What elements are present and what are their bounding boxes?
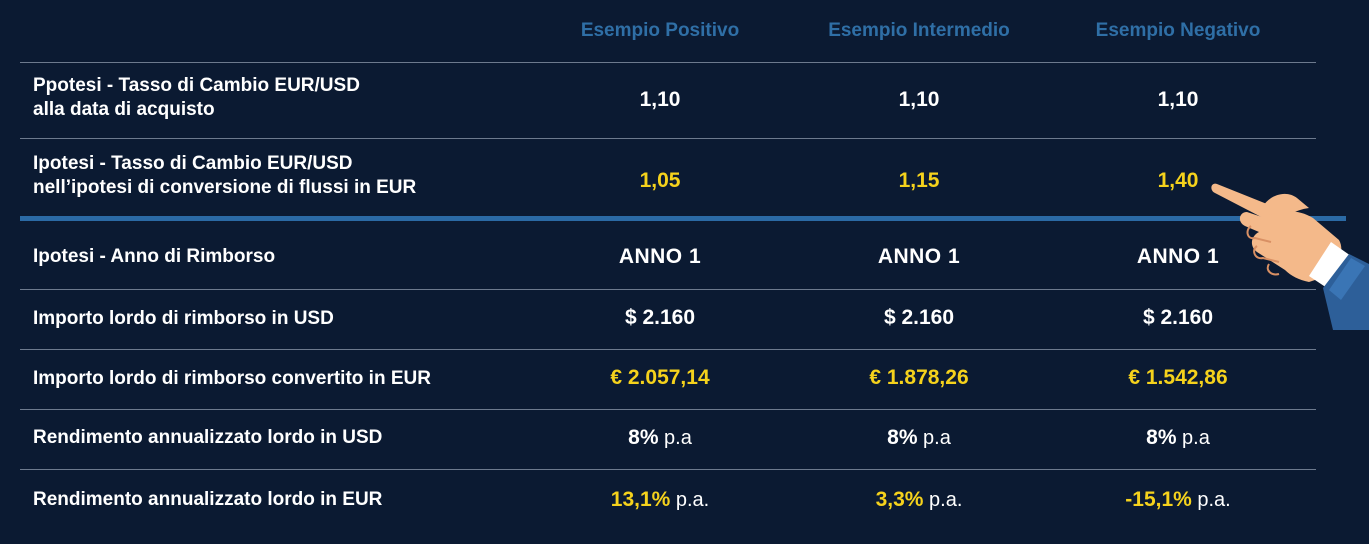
column-header-intermedio: Esempio Intermedio: [828, 20, 1010, 41]
cell-intermedio: 8% p.a: [789, 426, 1049, 450]
cell-positivo: € 2.057,14: [610, 366, 710, 389]
row-separator: [20, 289, 1316, 290]
value-main: 8%: [1146, 426, 1177, 449]
row-label: Importo lordo di rimborso convertito in …: [33, 368, 431, 389]
value-unit: p.a.: [923, 489, 963, 511]
cell-positivo: 8% p.a: [530, 426, 790, 450]
table-row: Ipotesi - Anno di Rimborso ANNO 1 ANNO 1…: [0, 221, 1369, 289]
cell-intermedio: ANNO 1: [877, 245, 961, 268]
table-header: Esempio Positivo Esempio Intermedio Esem…: [0, 0, 1369, 62]
table-row: Ppotesi - Tasso di Cambio EUR/USD alla d…: [0, 62, 1369, 138]
cell-negativo: 8% p.a: [1048, 426, 1308, 450]
cell-positivo: 1,05: [639, 169, 681, 192]
row-label-line1: Ppotesi - Tasso di Cambio EUR/USD: [33, 75, 360, 96]
cell-intermedio: 1,10: [898, 88, 940, 111]
cell-negativo: ANNO 1: [1136, 245, 1220, 268]
table-row: Rendimento annualizzato lordo in EUR 13,…: [0, 469, 1369, 531]
cell-positivo: 13,1% p.a.: [530, 488, 790, 512]
cell-positivo: $ 2.160: [624, 306, 696, 329]
row-label: Importo lordo di rimborso in USD: [33, 308, 334, 329]
table-row: Importo lordo di rimborso in USD $ 2.160…: [0, 289, 1369, 349]
value-unit: p.a: [658, 427, 692, 449]
value-main: 3,3%: [875, 488, 924, 511]
value-unit: p.a.: [670, 489, 710, 511]
row-separator: [20, 138, 1316, 139]
cell-negativo: $ 2.160: [1142, 306, 1214, 329]
pointing-hand-icon: [1211, 183, 1369, 330]
cell-negativo: 1,10: [1157, 88, 1199, 111]
row-label: Ipotesi - Anno di Rimborso: [33, 246, 276, 267]
value-unit: p.a.: [1191, 489, 1231, 511]
row-label: Rendimento annualizzato lordo in USD: [33, 427, 383, 448]
value-main: 8%: [887, 426, 918, 449]
cell-negativo: 1,40: [1157, 169, 1199, 192]
section-divider: [20, 216, 1346, 221]
table-row: Importo lordo di rimborso convertito in …: [0, 349, 1369, 409]
value-main: 13,1%: [610, 488, 671, 511]
row-separator: [20, 409, 1316, 410]
row-separator: [20, 349, 1316, 350]
row-label: Rendimento annualizzato lordo in EUR: [33, 489, 383, 510]
cell-positivo: 1,10: [639, 88, 681, 111]
row-separator: [20, 469, 1316, 470]
row-label: Ipotesi - Tasso di Cambio EUR/USD nell’i…: [33, 152, 416, 200]
cell-positivo: ANNO 1: [618, 245, 702, 268]
table-row: Rendimento annualizzato lordo in USD 8% …: [0, 409, 1369, 469]
cell-intermedio: € 1.878,26: [869, 366, 969, 389]
row-label: Ppotesi - Tasso di Cambio EUR/USD alla d…: [33, 74, 360, 122]
cell-negativo: € 1.542,86: [1128, 366, 1228, 389]
column-header-negativo: Esempio Negativo: [1095, 20, 1261, 41]
row-label-line1: Ipotesi - Tasso di Cambio EUR/USD: [33, 153, 353, 174]
cell-intermedio: 1,15: [898, 169, 940, 192]
table-row: Ipotesi - Tasso di Cambio EUR/USD nell’i…: [0, 138, 1369, 216]
cell-negativo: -15,1% p.a.: [1048, 488, 1308, 512]
row-separator: [20, 62, 1316, 63]
cell-intermedio: 3,3% p.a.: [789, 488, 1049, 512]
value-unit: p.a: [1176, 427, 1210, 449]
row-label-line2: nell’ipotesi di conversione di flussi in…: [33, 177, 417, 198]
cell-intermedio: $ 2.160: [883, 306, 955, 329]
row-label-line2: alla data di acquisto: [33, 99, 215, 120]
value-main: -15,1%: [1125, 488, 1192, 511]
value-unit: p.a: [917, 427, 951, 449]
column-header-positivo: Esempio Positivo: [580, 20, 740, 41]
value-main: 8%: [628, 426, 659, 449]
